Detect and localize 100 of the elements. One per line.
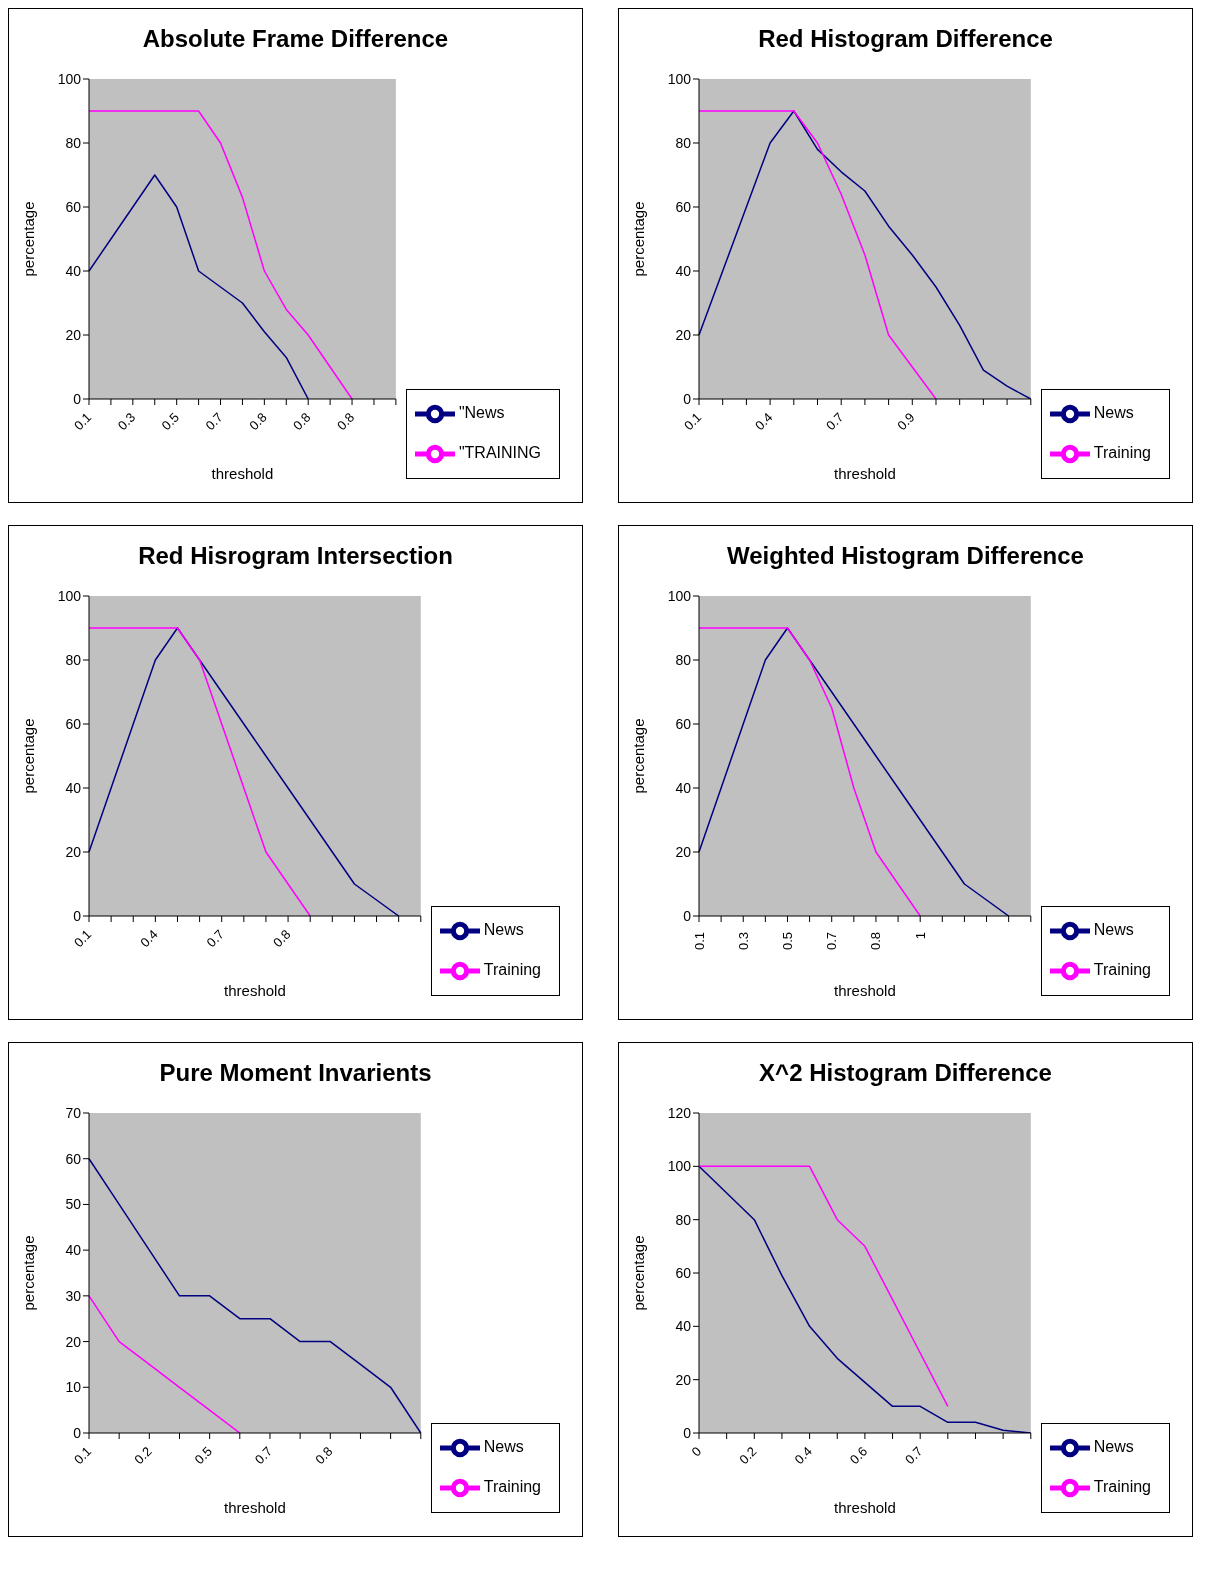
x-tick-label: 0.8: [290, 409, 314, 434]
line-series: [88, 174, 309, 399]
line-series: [698, 110, 937, 399]
y-tick-label: 80: [65, 651, 82, 668]
y-tick-label: 80: [675, 651, 692, 668]
y-tick-label: 20: [675, 326, 692, 343]
x-tick-label: 0.1: [70, 926, 95, 951]
y-tick-label: 80: [675, 1211, 692, 1228]
legend-label: Training: [1093, 1478, 1151, 1496]
x-tick-label: 0.8: [246, 409, 270, 434]
y-axis-title: percentage: [630, 1235, 648, 1311]
line-series: [88, 627, 400, 916]
y-tick-label: 70: [65, 1104, 82, 1121]
y-tick-label: 40: [65, 262, 82, 279]
x-tick-label: 0.4: [791, 1443, 815, 1468]
y-tick-label: 50: [65, 1196, 82, 1213]
x-axis-title: threshold: [834, 465, 896, 482]
legend-label: "News: [458, 404, 505, 422]
x-tick-label: 0.7: [902, 1443, 926, 1468]
x-tick-label: 1: [912, 932, 928, 940]
y-tick-label: 10: [65, 1379, 82, 1396]
x-tick-label: 0.7: [824, 932, 840, 951]
y-tick-label: 0: [683, 390, 692, 407]
x-tick-label: 0.9: [894, 409, 918, 434]
x-tick-label: 0.7: [251, 1443, 276, 1468]
legend-label: Training: [483, 961, 541, 979]
y-tick-label: 80: [65, 134, 82, 151]
y-tick-label: 20: [65, 1333, 82, 1350]
y-tick-label: 0: [73, 1424, 82, 1441]
legend-label: News: [483, 1438, 524, 1456]
line-series: [88, 1295, 241, 1433]
x-tick-label: 0.1: [680, 409, 705, 434]
y-tick-label: 100: [667, 587, 692, 604]
y-axis-title: percentage: [20, 1235, 38, 1311]
y-tick-label: 0: [683, 1424, 692, 1441]
x-tick-label: 0.8: [868, 932, 884, 951]
x-tick-label: 0.7: [823, 409, 847, 434]
x-tick-label: 0.4: [752, 409, 776, 434]
legend-label: News: [1093, 1438, 1134, 1456]
x-tick-label: 0.4: [137, 926, 161, 951]
x-tick-label: 0.1: [691, 932, 707, 951]
y-tick-label: 60: [65, 1150, 82, 1167]
x-tick-label: 0.5: [779, 932, 795, 951]
y-axis-title: percentage: [630, 201, 648, 277]
x-tick-label: 0.6: [846, 1443, 871, 1468]
x-tick-label: 0.5: [191, 1443, 215, 1468]
y-tick-label: 40: [675, 262, 692, 279]
legend-label: "TRAINING: [458, 444, 541, 462]
legend-label: Training: [483, 1478, 541, 1496]
chart-title: Pure Moment Invarients: [158, 1058, 433, 1088]
y-tick-label: 30: [65, 1287, 82, 1304]
y-tick-label: 40: [65, 1242, 82, 1259]
x-tick-label: 0.2: [736, 1443, 760, 1468]
y-tick-label: 20: [65, 843, 82, 860]
legend-label: News: [1093, 404, 1134, 422]
x-axis-title: threshold: [834, 982, 896, 999]
x-tick-label: 0.1: [70, 1443, 95, 1468]
x-axis-title: threshold: [211, 465, 274, 482]
y-tick-label: 40: [675, 1318, 692, 1335]
y-tick-label: 60: [675, 715, 692, 732]
y-tick-label: 60: [65, 715, 82, 732]
y-tick-label: 40: [65, 779, 82, 796]
line-series: [698, 627, 1010, 916]
y-tick-label: 60: [675, 1264, 692, 1281]
y-tick-label: 40: [675, 779, 692, 796]
y-tick-label: 0: [73, 907, 82, 924]
legend-label: News: [483, 921, 524, 939]
x-tick-label: 0.5: [158, 409, 182, 434]
y-tick-label: 100: [667, 70, 692, 87]
y-axis-title: percentage: [630, 718, 648, 794]
chart-title: Absolute Frame Difference: [141, 24, 450, 54]
x-axis-title: threshold: [834, 1499, 896, 1516]
legend-label: News: [1093, 921, 1134, 939]
x-tick-label: 0.7: [202, 409, 226, 434]
y-tick-label: 100: [57, 70, 82, 87]
line-series: [698, 1165, 949, 1408]
y-tick-label: 20: [675, 843, 692, 860]
chart-title: X^2 Histogram Difference: [758, 1058, 1053, 1088]
legend-label: Training: [1093, 444, 1151, 462]
x-axis-title: threshold: [224, 1499, 286, 1516]
x-tick-label: 0.3: [114, 409, 139, 434]
x-tick-label: 0.8: [333, 409, 358, 434]
chart-title: Red Hisrogram Intersection: [137, 541, 454, 571]
line-series: [88, 110, 353, 399]
chart-title: Red Histogram Difference: [757, 24, 1054, 54]
chart-title: Weighted Histogram Difference: [726, 541, 1085, 571]
y-tick-label: 80: [675, 134, 692, 151]
y-tick-label: 100: [667, 1158, 692, 1175]
y-tick-label: 100: [57, 587, 82, 604]
y-tick-label: 20: [65, 326, 82, 343]
x-axis-title: threshold: [224, 982, 286, 999]
x-tick-label: 0.8: [269, 926, 294, 951]
x-tick-label: 0.2: [131, 1443, 155, 1468]
y-tick-label: 120: [667, 1104, 692, 1121]
line-series: [698, 627, 921, 916]
y-tick-label: 20: [675, 1371, 692, 1388]
legend-label: Training: [1093, 961, 1151, 979]
y-tick-label: 0: [73, 390, 82, 407]
y-tick-label: 60: [675, 198, 692, 215]
y-tick-label: 0: [683, 907, 692, 924]
